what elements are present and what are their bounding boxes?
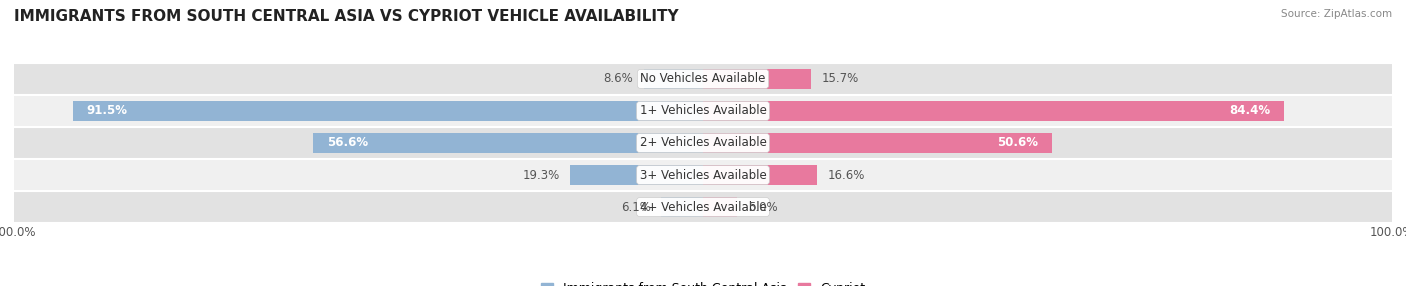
Text: 5.0%: 5.0% — [748, 200, 778, 214]
Text: 3+ Vehicles Available: 3+ Vehicles Available — [640, 168, 766, 182]
Legend: Immigrants from South Central Asia, Cypriot: Immigrants from South Central Asia, Cypr… — [536, 277, 870, 286]
Bar — [703, 69, 811, 89]
Text: 2+ Vehicles Available: 2+ Vehicles Available — [640, 136, 766, 150]
Text: IMMIGRANTS FROM SOUTH CENTRAL ASIA VS CYPRIOT VEHICLE AVAILABILITY: IMMIGRANTS FROM SOUTH CENTRAL ASIA VS CY… — [14, 9, 679, 23]
Bar — [703, 165, 817, 185]
Text: 91.5%: 91.5% — [86, 104, 128, 118]
Text: 8.6%: 8.6% — [603, 72, 634, 86]
Text: 1+ Vehicles Available: 1+ Vehicles Available — [640, 104, 766, 118]
Bar — [703, 197, 738, 217]
Text: 15.7%: 15.7% — [821, 72, 859, 86]
Text: 84.4%: 84.4% — [1230, 104, 1271, 118]
Bar — [14, 159, 1392, 191]
Text: Source: ZipAtlas.com: Source: ZipAtlas.com — [1281, 9, 1392, 19]
Bar — [73, 101, 703, 121]
Bar — [661, 197, 703, 217]
Text: 6.1%: 6.1% — [621, 200, 651, 214]
Bar — [703, 133, 1052, 153]
Bar — [14, 191, 1392, 223]
Bar — [14, 95, 1392, 127]
Text: 19.3%: 19.3% — [523, 168, 560, 182]
Bar — [14, 127, 1392, 159]
Text: 16.6%: 16.6% — [828, 168, 865, 182]
Bar — [14, 63, 1392, 95]
Bar — [314, 133, 703, 153]
Bar — [569, 165, 703, 185]
Text: 56.6%: 56.6% — [326, 136, 368, 150]
Bar — [644, 69, 703, 89]
Text: 4+ Vehicles Available: 4+ Vehicles Available — [640, 200, 766, 214]
Bar — [703, 101, 1285, 121]
Text: 50.6%: 50.6% — [997, 136, 1038, 150]
Text: No Vehicles Available: No Vehicles Available — [640, 72, 766, 86]
